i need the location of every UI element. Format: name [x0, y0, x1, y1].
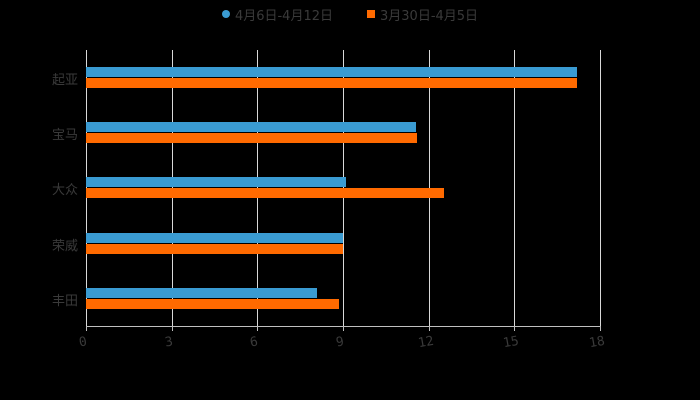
legend-item-series-2[interactable]: 3月30日-4月5日: [367, 5, 478, 24]
gridline: [343, 50, 344, 326]
bar-series-1[interactable]: [86, 232, 343, 243]
y-category-label: 荣威: [51, 238, 78, 254]
gridline: [257, 50, 259, 326]
legend-label: 4月6日-4月12日: [234, 8, 333, 24]
bar-series-1[interactable]: [86, 287, 318, 298]
x-tick-label: 12: [416, 333, 435, 352]
x-tick-label: 3: [163, 334, 174, 351]
bar-series-2[interactable]: [86, 243, 343, 254]
x-tick: [171, 326, 173, 331]
legend-label: 3月30日-4月5日: [380, 8, 479, 24]
gridline: [600, 50, 601, 326]
legend-square-icon: [367, 10, 375, 18]
legend-item-series-1[interactable]: 4月6日-4月12日: [221, 5, 333, 24]
x-tick-label: 6: [249, 334, 260, 351]
x-tick: [257, 326, 259, 331]
y-category-label: 丰田: [51, 293, 78, 309]
gridline: [86, 50, 87, 326]
gridline: [514, 50, 516, 326]
x-tick-label: 18: [587, 333, 607, 352]
y-category-label: 起亚: [51, 73, 78, 88]
bar-series-2[interactable]: [86, 78, 578, 88]
x-tick: [600, 326, 601, 331]
x-tick-label: 9: [334, 334, 346, 351]
chart-legend: 4月6日-4月12日 3月30日-4月5日: [0, 4, 700, 24]
bar-series-1[interactable]: [86, 122, 416, 133]
bar-series-1[interactable]: [86, 67, 578, 77]
bar-series-2[interactable]: [86, 298, 339, 309]
bar-series-2[interactable]: [86, 133, 418, 144]
plot-area: [86, 50, 601, 326]
x-tick: [514, 326, 516, 331]
bar-series-1[interactable]: [86, 177, 346, 188]
legend-circle-icon: [221, 10, 230, 18]
y-category-label: 宝马: [51, 128, 78, 144]
bar-series-2[interactable]: [86, 188, 445, 199]
x-tick: [343, 326, 344, 331]
gridline: [171, 50, 173, 326]
x-tick: [428, 326, 430, 331]
y-category-label: 大众: [51, 183, 78, 199]
x-tick: [86, 326, 87, 331]
x-tick-label: 15: [502, 333, 521, 352]
gridline: [428, 50, 430, 326]
x-tick-label: 0: [77, 334, 89, 351]
